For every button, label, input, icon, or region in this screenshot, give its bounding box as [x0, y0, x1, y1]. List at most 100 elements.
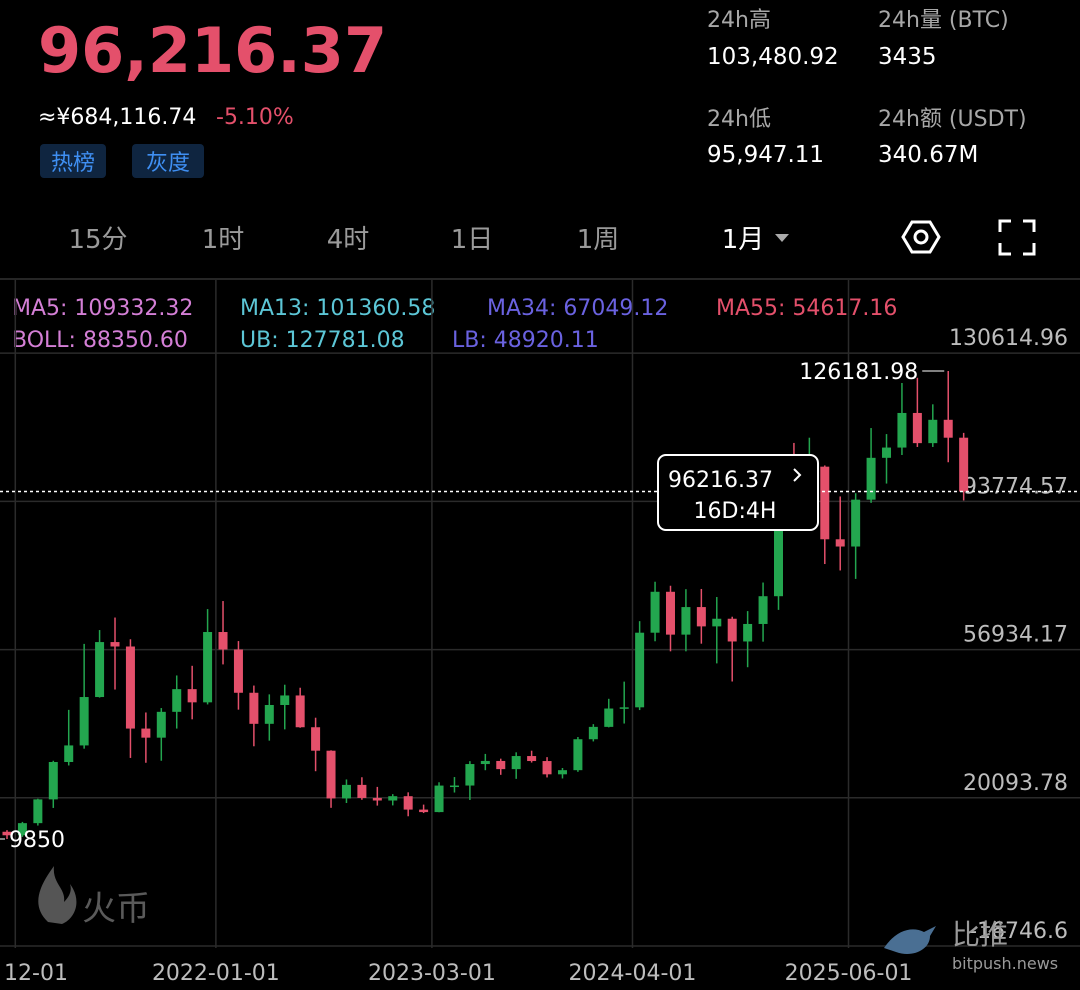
y-tick-label: 130614.96: [949, 326, 1068, 351]
candle-body: [95, 642, 105, 698]
interval-tab[interactable]: 1周: [577, 225, 620, 255]
candle-body: [696, 607, 706, 627]
candle-body: [851, 499, 861, 547]
candle-body: [496, 760, 506, 770]
candle-body: [912, 412, 922, 444]
watermark: 火币: [82, 889, 150, 929]
candle-body: [17, 823, 27, 836]
y-tick-label: -16746.6: [969, 919, 1068, 944]
candle-body: [449, 785, 459, 788]
tooltip-chevron: [793, 468, 802, 482]
stat-value: 103,480.92: [707, 44, 839, 70]
fullscreen-icon[interactable]: [998, 219, 1036, 256]
settings-icon[interactable]: [901, 220, 941, 254]
y-tick-label: 20093.78: [963, 771, 1068, 796]
stat-label: 24h额 (USDT): [878, 107, 1027, 132]
tag[interactable]: 灰度: [146, 151, 190, 176]
candle-body: [110, 642, 120, 647]
x-tick-label: 2025-06-01: [785, 961, 913, 986]
candle-body: [619, 707, 629, 709]
candle-body: [357, 784, 367, 798]
candle-body: [588, 726, 598, 740]
indicator: MA5: 109332.32: [12, 296, 193, 321]
candle-body: [604, 708, 614, 727]
indicator: LB: 48920.11: [452, 328, 599, 353]
candle-body: [727, 618, 737, 642]
candle-body: [203, 632, 213, 703]
candle-body: [434, 785, 444, 813]
candle-body: [665, 591, 675, 635]
candle-body: [419, 809, 429, 813]
candle-body: [573, 739, 583, 771]
candle-body: [403, 796, 413, 810]
candle-body: [218, 632, 228, 650]
candle-body: [311, 727, 321, 751]
candle-body: [33, 799, 43, 824]
indicator: MA34: 67049.12: [487, 296, 668, 321]
candle-body: [295, 695, 305, 728]
watermark: 比推: [952, 918, 1008, 951]
candle-body: [465, 764, 475, 786]
huobi-flame: [38, 866, 77, 924]
candle-body: [187, 689, 197, 703]
y-tick-label: 93774.57: [963, 474, 1068, 499]
candle-body: [280, 695, 290, 705]
settings-dot[interactable]: [913, 229, 929, 245]
last-price: 96,216.37: [38, 14, 387, 87]
interval-tab[interactable]: 4时: [327, 225, 370, 255]
watermark: bitpush.news: [952, 954, 1058, 973]
dropdown-arrow[interactable]: [775, 234, 789, 242]
candle-body: [388, 796, 398, 801]
candle-body: [79, 697, 89, 746]
candlestick-chart: 130614.96 93774.57 56934.17 20093.78 -16746.…: [0, 280, 1080, 986]
candle-body: [341, 784, 351, 799]
x-tick-label: 12-01: [4, 961, 68, 986]
stat-label: 24h低: [707, 107, 771, 132]
candle-body: [959, 437, 969, 492]
indicator: MA55: 54617.16: [716, 296, 897, 321]
candle-body: [542, 761, 552, 775]
tag-bg[interactable]: [40, 144, 106, 178]
candle-body: [480, 760, 490, 765]
indicator: BOLL: 88350.60: [12, 328, 188, 353]
candle-body: [326, 750, 336, 799]
stat-value: 340.67M: [878, 142, 978, 168]
candle-body: [48, 762, 58, 800]
candle-body: [866, 457, 876, 500]
low-label: 9850: [9, 828, 65, 853]
stat-label: 24h高: [707, 8, 771, 33]
settings-hexagon[interactable]: [901, 220, 941, 254]
y-tick-label: 56934.17: [963, 623, 1068, 648]
stat-value: 3435: [878, 44, 937, 70]
interval-tab[interactable]: 15分: [68, 225, 127, 255]
tooltip-countdown: 16D:4H: [694, 499, 777, 524]
candle-body: [233, 649, 243, 693]
high-label: 126181.98: [799, 360, 918, 385]
candle-body: [264, 704, 274, 724]
candle-body: [774, 490, 783, 597]
price-tooltip: [657, 454, 819, 531]
tooltip-price: 96216.37: [668, 468, 773, 493]
x-tick-label: 2023-03-01: [368, 961, 496, 986]
tag-bg[interactable]: [132, 144, 204, 178]
candle-body: [897, 412, 907, 448]
candle-body: [557, 770, 567, 775]
change-percent: -5.10%: [216, 105, 294, 130]
candle-body: [125, 646, 135, 729]
candle-body: [650, 591, 660, 633]
candle-body: [882, 447, 892, 458]
x-tick-label: 2024-04-01: [569, 961, 697, 986]
candle-body: [820, 466, 830, 540]
candle-body: [635, 632, 645, 708]
candle-body: [681, 607, 691, 635]
candle-body: [249, 692, 259, 724]
interval-tab[interactable]: 1时: [202, 225, 245, 255]
candle-body: [835, 539, 845, 547]
candle-body: [156, 711, 166, 738]
bitpush-bird: [884, 926, 936, 955]
tag[interactable]: 热榜: [51, 151, 95, 176]
interval-tab[interactable]: 1日: [451, 225, 494, 255]
interval-tab-active[interactable]: 1月: [722, 225, 765, 255]
candle-body: [64, 745, 74, 762]
